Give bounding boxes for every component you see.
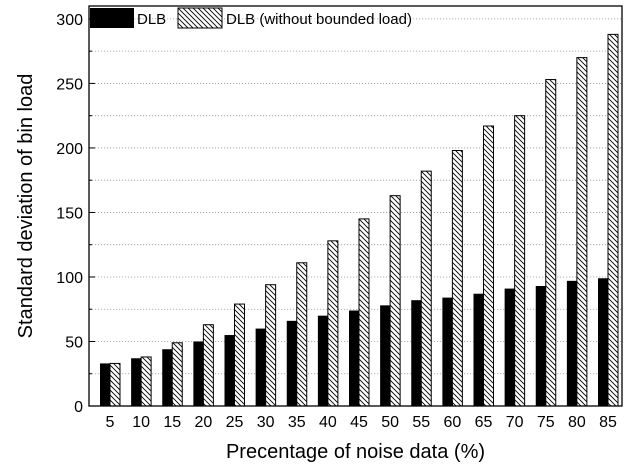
y-tick-label: 300	[56, 12, 83, 29]
x-tick-label: 5	[106, 414, 115, 431]
bar-dlb	[442, 297, 453, 406]
x-tick-label: 30	[257, 414, 275, 431]
bar-dlb	[317, 315, 328, 406]
x-tick-label: 40	[319, 414, 337, 431]
legend-swatch-dlb-unbounded	[177, 7, 223, 29]
x-tick-label: 25	[226, 414, 244, 431]
bar-dlb-unbounded	[420, 170, 432, 407]
y-tick-label: 50	[65, 334, 83, 351]
y-tick-label: 0	[74, 399, 83, 416]
x-tick-label: 60	[443, 414, 461, 431]
legend-label-dlb: DLB	[137, 11, 166, 28]
bar-dlb-unbounded	[483, 125, 494, 407]
x-tick-label: 10	[132, 414, 150, 431]
x-tick-label: 65	[475, 414, 493, 431]
y-tick-label: 200	[56, 141, 83, 158]
bar-dlb	[255, 328, 266, 406]
bar-dlb	[411, 300, 422, 406]
bar-dlb	[286, 320, 297, 406]
y-tick-label: 100	[56, 270, 83, 287]
y-tick-label: 250	[56, 76, 83, 93]
bars	[100, 33, 619, 407]
bar-dlb-unbounded	[389, 195, 401, 407]
bar-dlb-unbounded	[109, 362, 121, 407]
tick-labels: 0 50 100 150 200 250 300 5 10 15 20 25 30 35 40 45 50 55 6…	[56, 12, 617, 431]
bar-dlb-unbounded	[296, 262, 308, 407]
bar-dlb-unbounded	[451, 150, 463, 407]
bar-dlb	[162, 349, 173, 406]
bar-dlb	[473, 293, 484, 406]
x-tick-label: 35	[288, 414, 306, 431]
y-tick-label: 150	[56, 205, 83, 222]
bar-dlb-unbounded	[234, 303, 245, 407]
bar-dlb-unbounded	[514, 115, 526, 407]
bar-dlb	[193, 341, 204, 406]
legend-label-dlb-unbounded: DLB (without bounded load)	[226, 11, 412, 28]
axes	[88, 5, 623, 407]
bar-dlb-unbounded	[140, 356, 152, 407]
bar-dlb-unbounded	[171, 342, 183, 407]
x-tick-label: 50	[381, 414, 399, 431]
bar-dlb	[598, 278, 608, 406]
y-axis-title: Standard deviation of bin load	[15, 74, 37, 339]
x-tick-label: 55	[412, 414, 430, 431]
x-tick-label: 85	[599, 414, 617, 431]
x-tick-label: 75	[537, 414, 555, 431]
bar-dlb	[131, 358, 142, 406]
x-axis-title: Precentage of noise data (%)	[226, 441, 485, 463]
bar-dlb	[566, 280, 577, 406]
bar-dlb	[504, 288, 515, 406]
bar-dlb-unbounded	[576, 57, 588, 407]
x-tick-label: 15	[163, 414, 181, 431]
bar-dlb-unbounded	[327, 240, 339, 407]
bar-dlb	[224, 335, 235, 406]
bar-dlb-unbounded	[265, 284, 277, 407]
x-tick-label: 70	[506, 414, 524, 431]
bar-dlb-unbounded	[545, 79, 557, 407]
bar-dlb	[380, 305, 391, 406]
legend: DLB DLB (without bounded load)	[90, 7, 412, 29]
bar-dlb	[535, 286, 546, 406]
x-tick-label: 80	[568, 414, 586, 431]
plot-frame	[88, 5, 623, 407]
bar-dlb-unbounded	[358, 218, 370, 407]
legend-swatch-dlb	[90, 8, 134, 28]
bar-dlb-unbounded	[202, 324, 214, 407]
bar-dlb	[349, 310, 359, 406]
bar-dlb	[100, 363, 110, 406]
x-tick-label: 45	[350, 414, 368, 431]
x-tick-label: 20	[194, 414, 212, 431]
grid-lines	[89, 18, 622, 375]
bar-dlb-unbounded	[607, 33, 619, 407]
